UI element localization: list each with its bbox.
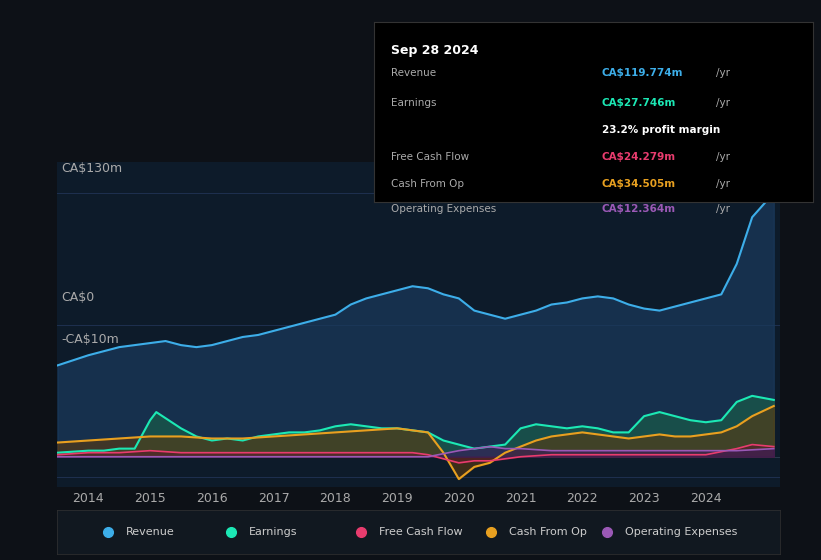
Text: /yr: /yr [716, 179, 730, 189]
Text: Revenue: Revenue [126, 527, 175, 537]
Text: Cash From Op: Cash From Op [391, 179, 464, 189]
Text: /yr: /yr [716, 68, 730, 78]
Text: /yr: /yr [716, 98, 730, 108]
Text: CA$34.505m: CA$34.505m [602, 179, 676, 189]
Text: 23.2% profit margin: 23.2% profit margin [602, 125, 720, 135]
Text: CA$12.364m: CA$12.364m [602, 204, 676, 214]
Text: CA$27.746m: CA$27.746m [602, 98, 677, 108]
Text: Operating Expenses: Operating Expenses [391, 204, 497, 214]
Text: Sep 28 2024: Sep 28 2024 [391, 44, 479, 57]
Text: Free Cash Flow: Free Cash Flow [379, 527, 462, 537]
Text: CA$24.279m: CA$24.279m [602, 152, 676, 162]
Text: Earnings: Earnings [249, 527, 297, 537]
Text: CA$119.774m: CA$119.774m [602, 68, 683, 78]
Text: Earnings: Earnings [391, 98, 437, 108]
Text: /yr: /yr [716, 152, 730, 162]
Text: CA$0: CA$0 [61, 291, 94, 304]
Text: -CA$10m: -CA$10m [61, 333, 119, 346]
Text: CA$130m: CA$130m [61, 162, 122, 175]
Text: Operating Expenses: Operating Expenses [625, 527, 737, 537]
Text: Cash From Op: Cash From Op [509, 527, 587, 537]
Text: Revenue: Revenue [391, 68, 436, 78]
Text: Free Cash Flow: Free Cash Flow [391, 152, 470, 162]
Text: /yr: /yr [716, 204, 730, 214]
